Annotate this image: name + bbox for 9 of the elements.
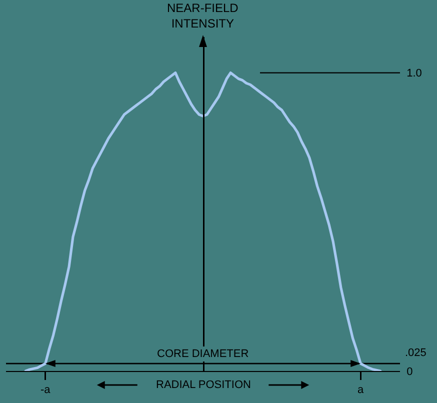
x-tick-label: -a [40,384,52,396]
y-axis-title: NEAR-FIELD INTENSITY [167,1,239,31]
annotation: CORE DIAMETER [157,348,249,360]
line-series [24,71,382,371]
y-tick-label: 1.0 [406,68,422,80]
x-axis-title: RADIAL POSITION [156,379,251,391]
x-tick-label: a [358,384,365,396]
ref-line-label: .025 [405,347,426,359]
y-tick-label: 0 [406,366,413,378]
